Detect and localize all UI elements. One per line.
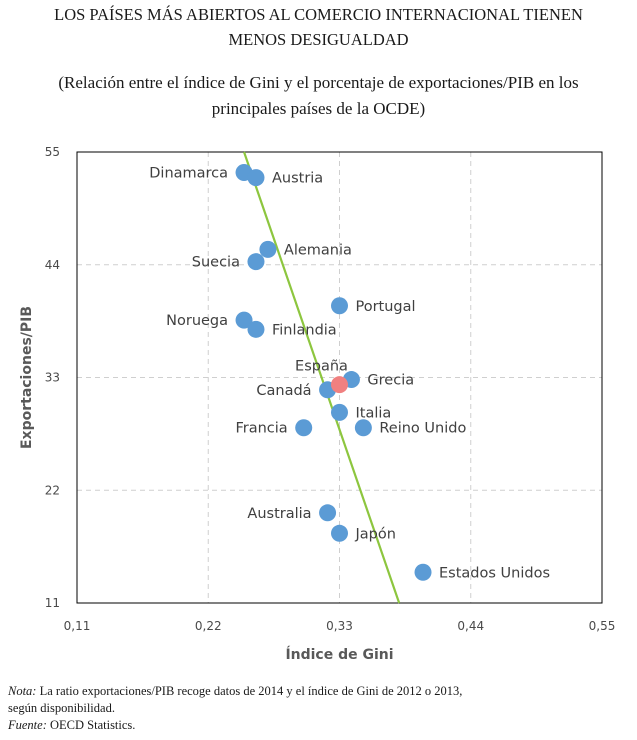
point-noruega [235, 311, 253, 329]
point-italia [331, 403, 348, 421]
chart-title-line2: MENOS DESIGUALDAD [228, 30, 409, 49]
chart-subtitle-line2: principales países de la OCDE) [211, 99, 426, 118]
label-austria: Austria [272, 171, 323, 187]
point-australia [319, 504, 337, 522]
plot-frame [76, 151, 603, 604]
x-tick-label: 0,33 [326, 619, 353, 633]
point-estados-unidos [414, 563, 432, 581]
footnote-nota-line2: según disponibilidad. [8, 701, 115, 715]
label-francia: Francia [235, 421, 287, 437]
scatter-chart: 0,11 0,22 0,33 0,44 0,55 11 22 33 44 55 Dinamarca… [19, 145, 616, 663]
label-espana: España [295, 359, 348, 375]
point-suecia [247, 253, 265, 271]
nota-label: Nota: [8, 684, 37, 698]
y-tick-label: 22 [45, 483, 60, 497]
point-alemania [259, 240, 277, 258]
label-suecia: Suecia [192, 255, 240, 271]
axis-ticks: 0,11 0,22 0,33 0,44 0,55 11 22 33 44 55 [45, 145, 616, 633]
x-tick-label: 0,44 [457, 619, 484, 633]
label-australia: Australia [247, 506, 311, 522]
point-japon [331, 524, 348, 542]
y-tick-label: 55 [45, 145, 60, 159]
label-noruega: Noruega [166, 313, 228, 329]
label-canada: Canadá [256, 383, 311, 399]
label-finlandia: Finlandia [272, 322, 337, 338]
x-tick-label: 0,22 [195, 619, 222, 633]
data-points: Dinamarca Austria Alemania Suecia Portugal No… [149, 164, 550, 581]
point-reino-unido [354, 419, 372, 437]
x-axis-title: Índice de Gini [285, 646, 393, 663]
x-tick-label: 0,55 [589, 619, 616, 633]
label-portugal: Portugal [356, 299, 416, 315]
y-tick-label: 11 [45, 596, 60, 610]
footnote-nota: Nota: La ratio exportaciones/PIB recoge … [8, 683, 462, 699]
fuente-text: OECD Statistics. [46, 718, 136, 732]
nota-text: La ratio exportaciones/PIB recoge datos … [36, 684, 463, 698]
y-tick-label: 44 [45, 258, 60, 272]
label-japon: Japón [355, 526, 396, 542]
footnote-fuente: Fuente: OECD Statistics. [8, 717, 135, 733]
chart-title-line1: LOS PAÍSES MÁS ABIERTOS AL COMERCIO INTE… [54, 5, 583, 24]
y-tick-label: 33 [45, 371, 60, 385]
label-dinamarca: Dinamarca [149, 166, 228, 182]
point-espana [331, 376, 348, 394]
point-finlandia [247, 320, 265, 338]
y-axis-title: Exportaciones/PIB [19, 306, 35, 449]
label-alemania: Alemania [284, 242, 352, 258]
point-francia [295, 419, 313, 437]
label-grecia: Grecia [367, 373, 414, 389]
label-estados-unidos: Estados Unidos [439, 565, 550, 581]
label-reino-unido: Reino Unido [379, 421, 466, 437]
fuente-label: Fuente: [8, 718, 47, 732]
x-tick-label: 0,11 [64, 619, 91, 633]
trend-line [243, 151, 401, 604]
point-austria [247, 169, 265, 187]
chart-subtitle-line1: (Relación entre el índice de Gini y el p… [58, 73, 579, 92]
label-italia: Italia [356, 405, 392, 421]
point-portugal [331, 297, 348, 315]
